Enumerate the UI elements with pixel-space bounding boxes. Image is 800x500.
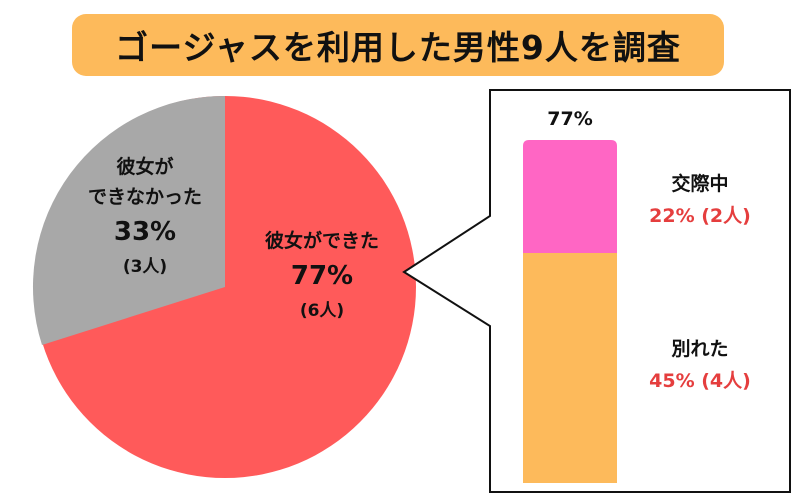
bar-segment-dating [523,140,617,253]
gray-count: (3人) [122,257,168,277]
red-percent: 77% [290,261,354,291]
gray-label-line1: 彼女が [116,156,174,178]
dating-label-text: 交際中 [671,173,729,195]
broke-up-label: 別れた 45% (4人) [625,333,775,397]
red-slice-label: 彼女ができた 77% (6人) [232,226,412,326]
title-banner: ゴージャスを利用した男性9人を調査 [72,14,724,76]
red-count: (6人) [299,301,345,321]
bar-segment-broke-up [523,253,617,483]
bar-total-label: 77% [547,108,593,130]
chart-title: ゴージャスを利用した男性9人を調査 [115,28,681,67]
gray-percent: 33% [113,217,177,247]
pie-slice-no-girlfriend [32,95,225,345]
dating-label: 交際中 22% (2人) [625,168,775,232]
red-label: 彼女ができた [264,230,379,252]
gray-label-line2: できなかった [87,186,202,208]
broke-up-label-text: 別れた [671,338,729,360]
dating-value: 22% (2人) [649,205,751,227]
gray-slice-label: 彼女が できなかった 33% (3人) [60,152,230,282]
broke-up-value: 45% (4人) [649,370,751,392]
